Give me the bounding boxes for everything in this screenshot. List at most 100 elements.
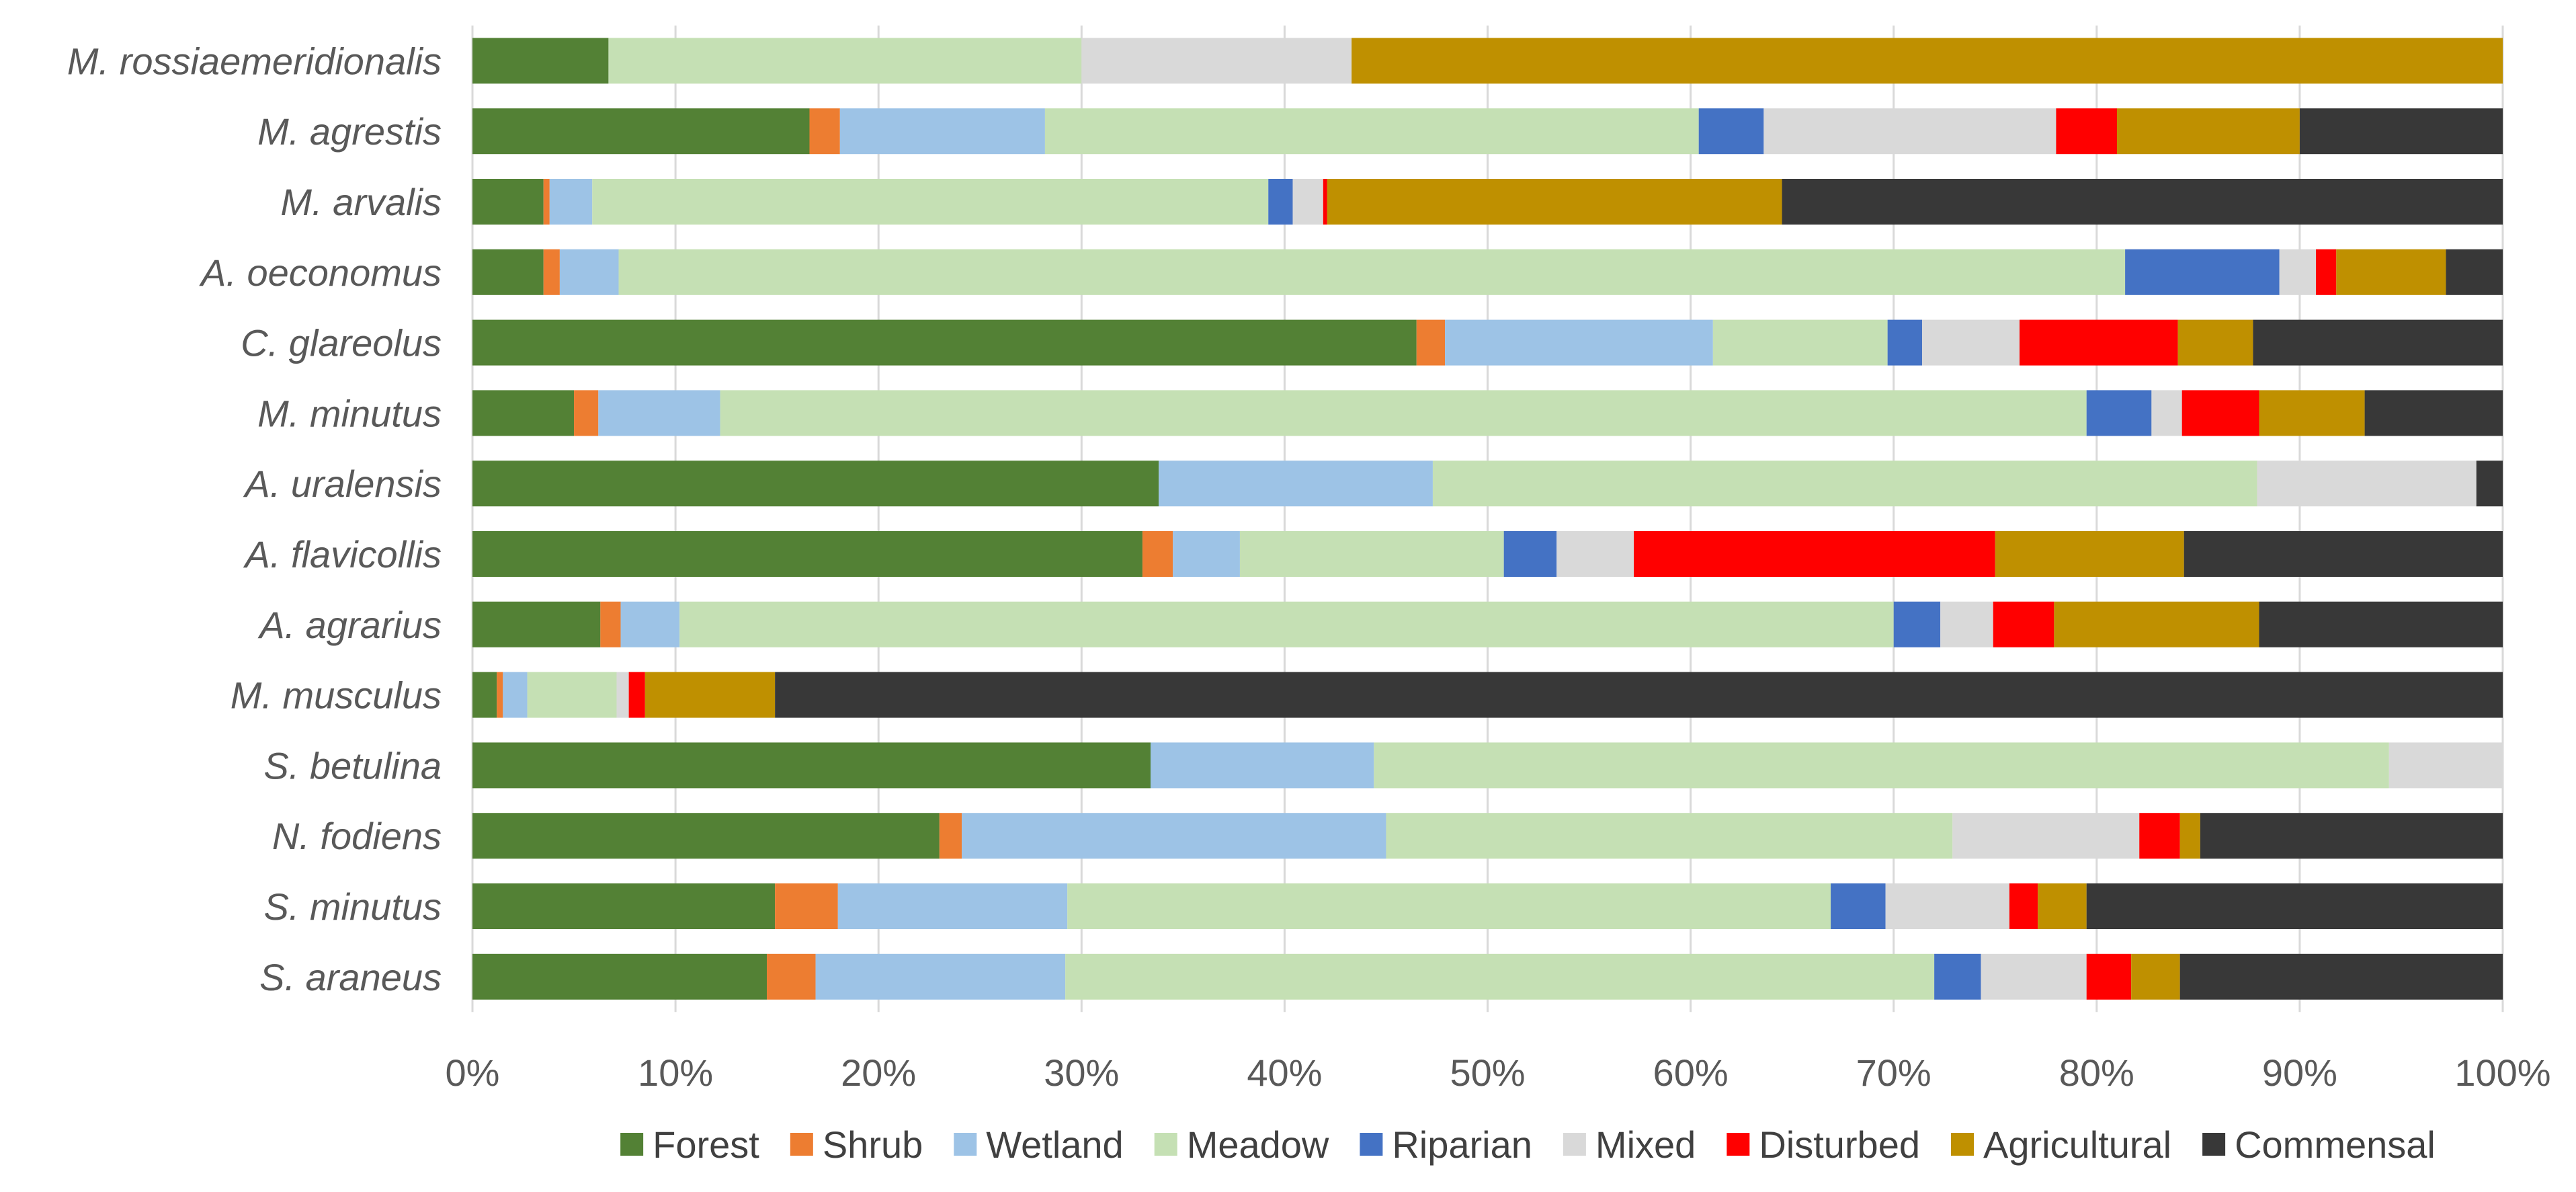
bar-segment-agricultural <box>645 672 776 718</box>
bar-segment-riparian <box>1893 601 1941 647</box>
bar-segment-forest <box>472 883 776 929</box>
bar-area <box>472 38 2503 1000</box>
bar-segment-mixed <box>1921 319 2020 366</box>
bar-segment-meadow <box>1374 742 2389 789</box>
bar-row-c-glareolus <box>472 319 2503 366</box>
bar-row-s-araneus <box>472 953 2503 1000</box>
bar-segment-mixed <box>616 672 629 718</box>
category-label: S. minutus <box>263 885 442 928</box>
bar-segment-agricultural <box>2179 813 2200 859</box>
bar-segment-agricultural <box>2131 953 2180 1000</box>
bar-segment-commensal <box>2086 883 2503 929</box>
bar-segment-meadow <box>608 38 1082 84</box>
x-tick-label: 60% <box>1653 1051 1729 1094</box>
bar-segment-agricultural <box>2054 601 2259 647</box>
x-tick-label: 10% <box>638 1051 713 1094</box>
bar-segment-forest <box>472 319 1417 366</box>
bar-segment-mixed <box>1885 883 2009 929</box>
legend-swatch <box>1727 1133 1750 1156</box>
bar-segment-forest <box>472 742 1151 789</box>
bar-segment-commensal <box>2200 813 2503 859</box>
legend-label: Wetland <box>986 1123 1123 1166</box>
bar-segment-mixed <box>1763 108 2056 155</box>
legend-item-disturbed: Disturbed <box>1727 1123 1920 1166</box>
category-label: M. musculus <box>231 674 442 717</box>
category-label: A. agrarius <box>257 604 442 646</box>
legend-item-mixed: Mixed <box>1563 1123 1696 1166</box>
bar-segment-shrub <box>543 249 560 295</box>
bar-segment-shrub <box>543 179 550 225</box>
legend-label: Commensal <box>2235 1123 2436 1166</box>
bar-segment-agricultural <box>1327 179 1782 225</box>
bar-segment-forest <box>472 390 575 436</box>
legend-item-shrub: Shrub <box>790 1123 923 1166</box>
bar-segment-wetland <box>503 672 528 718</box>
bar-segment-wetland <box>620 601 680 647</box>
bar-segment-commensal <box>2179 953 2503 1000</box>
bar-row-m-agrestis <box>472 108 2503 155</box>
bar-segment-wetland <box>1445 319 1713 366</box>
bar-segment-commensal <box>2184 531 2503 577</box>
bar-segment-commensal <box>775 672 2503 718</box>
bar-segment-wetland <box>1173 531 1240 577</box>
bar-segment-forest <box>472 953 767 1000</box>
bar-segment-meadow <box>1067 883 1831 929</box>
legend-label: Riparian <box>1392 1123 1532 1166</box>
bar-segment-forest <box>472 672 497 718</box>
bar-segment-shrub <box>767 953 816 1000</box>
bar-segment-meadow <box>592 179 1269 225</box>
bar-segment-agricultural <box>2038 883 2087 929</box>
bar-segment-commensal <box>2364 390 2503 436</box>
gridlines <box>471 26 2504 1012</box>
bar-segment-meadow <box>1065 953 1935 1000</box>
bar-segment-agricultural <box>2336 249 2446 295</box>
bar-segment-riparian <box>2125 249 2280 295</box>
bar-segment-commensal <box>2446 249 2503 295</box>
category-label: A. flavicollis <box>243 533 442 575</box>
legend-swatch <box>954 1133 977 1156</box>
bar-segment-commensal <box>2259 601 2503 647</box>
legend-label: Forest <box>653 1123 759 1166</box>
bar-row-a-agrarius <box>472 601 2503 647</box>
bar-segment-disturbed <box>2139 813 2180 859</box>
bar-segment-wetland <box>1159 461 1433 507</box>
bar-segment-mixed <box>2279 249 2317 295</box>
bar-segment-shrub <box>775 883 838 929</box>
bar-segment-mixed <box>1952 813 2140 859</box>
bar-segment-wetland <box>549 179 593 225</box>
bar-segment-shrub <box>809 108 840 155</box>
bar-segment-mixed <box>2388 742 2503 789</box>
category-label: M. arvalis <box>280 181 442 223</box>
legend-item-commensal: Commensal <box>2202 1123 2436 1166</box>
bar-segment-mixed <box>2151 390 2182 436</box>
legend-swatch <box>1950 1133 1974 1156</box>
bar-segment-riparian <box>1268 179 1293 225</box>
bar-row-m-arvalis <box>472 179 2503 225</box>
bar-segment-shrub <box>1416 319 1446 366</box>
bar-segment-disturbed <box>2316 249 2337 295</box>
value-axis-tick-labels: 0% 10% 20% 30% 40% 50% 60% 70% 80% 90% 100% <box>446 1051 2551 1094</box>
legend-swatch <box>1154 1133 1177 1156</box>
bar-segment-meadow <box>679 601 1894 647</box>
bar-segment-forest <box>472 249 544 295</box>
bar-segment-disturbed <box>2086 953 2132 1000</box>
x-tick-label: 20% <box>841 1051 916 1094</box>
bar-row-s-betulina <box>472 742 2503 789</box>
legend-item-riparian: Riparian <box>1360 1123 1532 1166</box>
x-tick-label: 100% <box>2454 1051 2550 1094</box>
category-label: M. rossiaemeridionalis <box>67 40 442 82</box>
bar-segment-wetland <box>837 883 1068 929</box>
bar-segment-forest <box>472 38 609 84</box>
bar-segment-mixed <box>1981 953 2087 1000</box>
bar-segment-meadow <box>618 249 2126 295</box>
bar-segment-riparian <box>1831 883 1886 929</box>
category-label: S. betulina <box>263 744 442 787</box>
bar-row-m-rossiaemeridionalis <box>472 38 2503 84</box>
legend-swatch <box>1360 1133 1383 1156</box>
bar-segment-wetland <box>815 953 1066 1000</box>
bar-row-n-fodiens <box>472 813 2503 859</box>
bar-segment-riparian <box>1934 953 1981 1000</box>
x-tick-label: 90% <box>2262 1051 2337 1094</box>
bar-segment-shrub <box>939 813 962 859</box>
bar-row-m-minutus <box>472 390 2503 436</box>
